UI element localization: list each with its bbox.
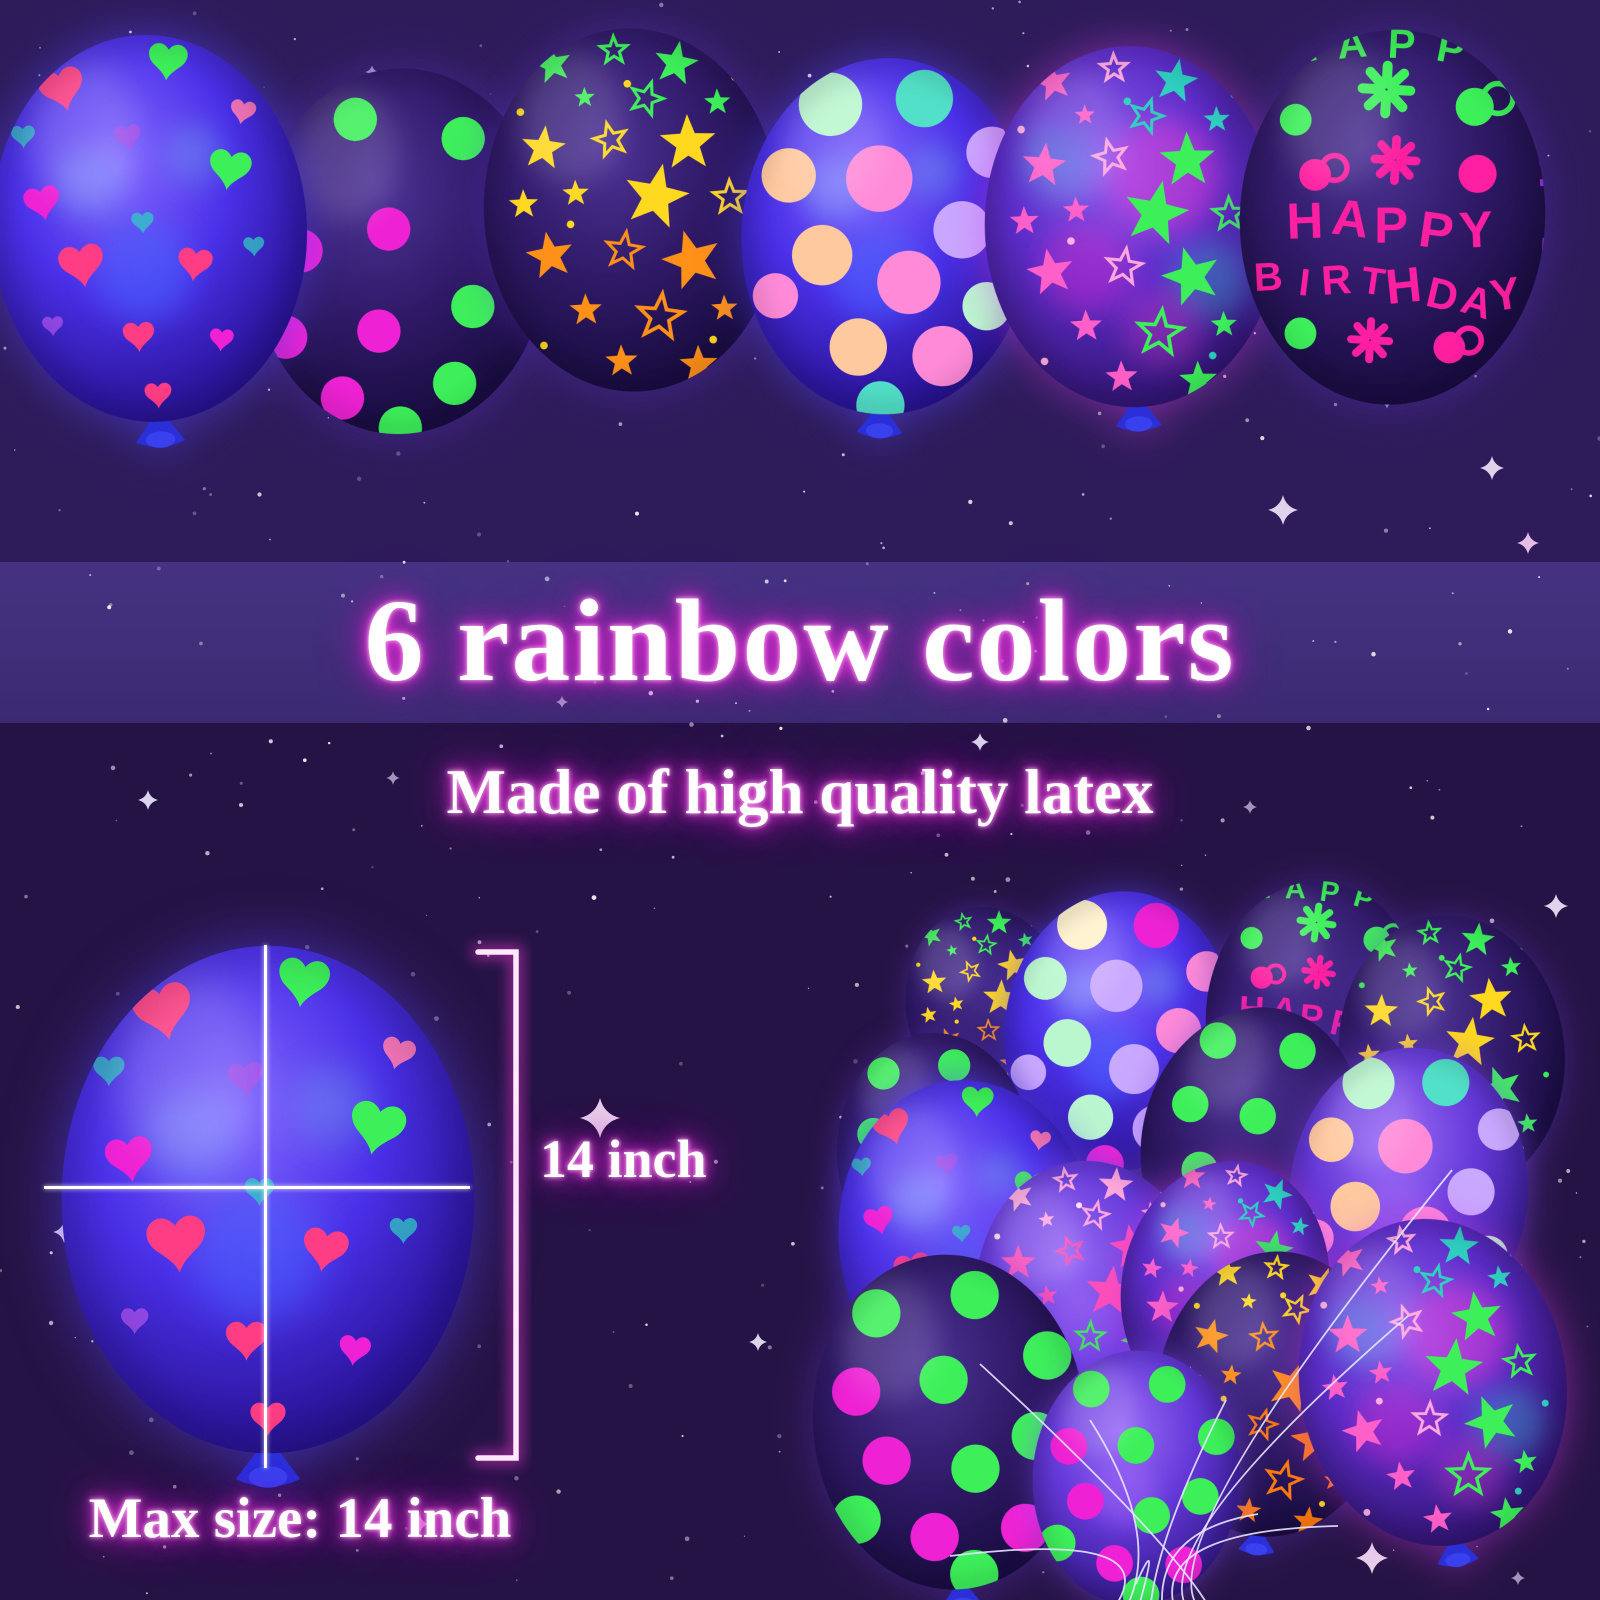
svg-text:P: P [1374,197,1408,254]
svg-text:P: P [1416,200,1458,261]
svg-text:Y: Y [1458,200,1495,259]
svg-text:A: A [1329,188,1372,249]
svg-text:Y: Y [1479,33,1521,86]
svg-text:B: B [1253,255,1284,300]
horizontal-crosshair-line [44,1186,470,1189]
svg-text:P: P [1387,21,1417,68]
headline-band [0,562,1600,723]
balloon-size-demo-hearts [53,933,483,1492]
cluster-balloon-multi-stars-big [1271,1192,1597,1589]
svg-text:H: H [1383,257,1424,315]
vertical-crosshair-line [264,945,267,1468]
subtitle: Made of high quality latex [446,757,1154,827]
svg-text:H: H [1285,191,1324,249]
cluster-balloon-violet-dots [1021,1339,1251,1600]
balloon-neon-hearts [0,17,325,460]
svg-text:I: I [1297,261,1313,305]
balloon-neon-multi-stars [972,32,1292,440]
max-size-label: Max size: 14 inch [88,1487,512,1550]
svg-text:R: R [1320,256,1353,304]
headline: 6 rainbow colors [364,575,1236,706]
size-label: 14 inch [540,1129,707,1189]
